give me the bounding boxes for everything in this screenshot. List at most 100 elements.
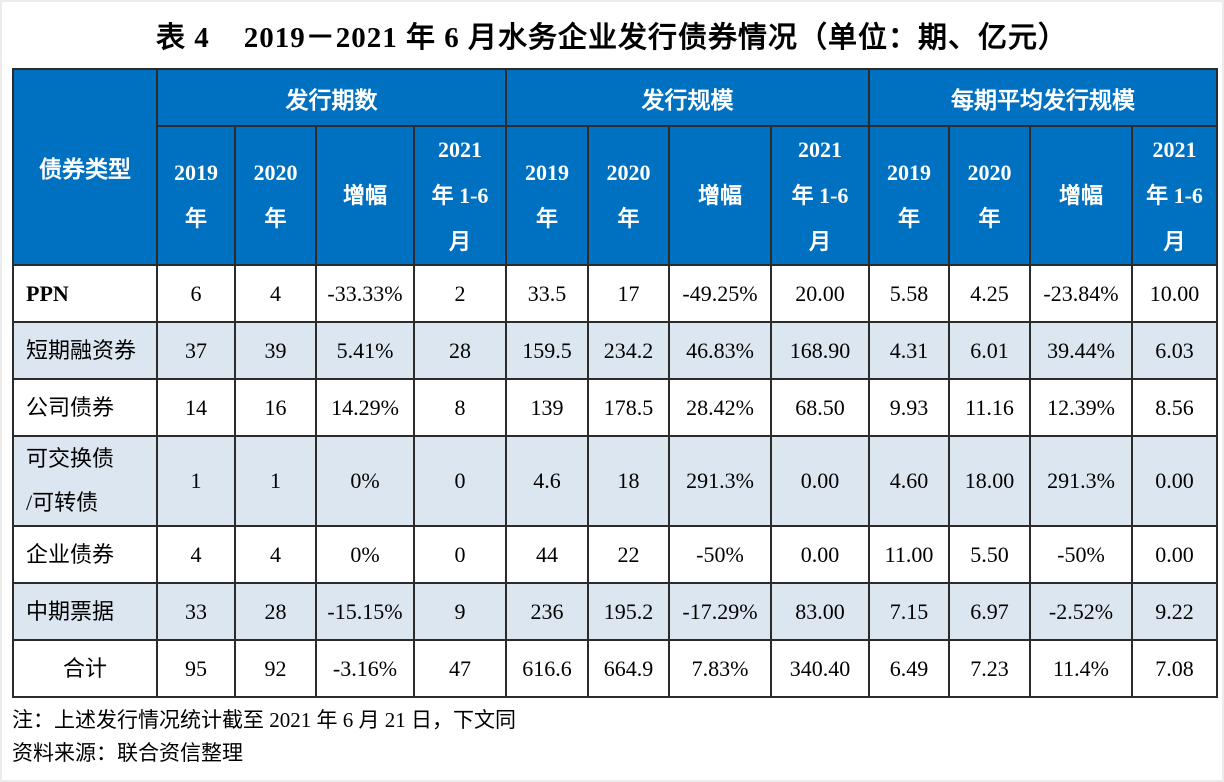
cell-value: 33 (156, 582, 236, 642)
footnote-statistics-cutoff: 注：上述发行情况统计截至 2021 年 6 月 21 日，下文同 (12, 708, 516, 733)
cell-value: 9 (413, 582, 507, 642)
cell-value: 20.00 (770, 264, 870, 324)
cell-value: 12.39% (1029, 378, 1133, 438)
cell-value: 14.29% (315, 378, 415, 438)
cell-value: 39.44% (1029, 321, 1133, 381)
col-header-2020: 2020 年 (587, 124, 670, 267)
row-label: 可交换债 /可转债 (12, 435, 158, 528)
cell-value: 4.31 (868, 321, 950, 381)
header-group-row: 债券类型 发行期数 发行规模 每期平均发行规模 (12, 67, 1218, 267)
table-row: PPN 6 4 -33.33% 2 33.5 17 -49.25% 20.00 5.58 4.25… (12, 264, 1218, 324)
col-header-2020: 2020 年 (948, 124, 1031, 267)
table-body: PPN 6 4 -33.33% 2 33.5 17 -49.25% 20.00 5.58 4.25… (12, 264, 1218, 699)
row-label: 公司债券 (12, 378, 158, 438)
table-row: 公司债券 14 16 14.29% 8 139 178.5 28.42% 68.50 9.93 1… (12, 378, 1218, 438)
table-row: 合计 95 92 -3.16% 47 616.6 664.9 7.83% 340.40 6.49… (12, 639, 1218, 699)
cell-value: 0 (413, 525, 507, 585)
cell-value: 9.93 (868, 378, 950, 438)
cell-value: 4 (156, 525, 236, 585)
cell-value: 664.9 (587, 639, 670, 699)
col-header-growth: 增幅 (315, 124, 415, 267)
col-header-2020: 2020 年 (234, 124, 317, 267)
cell-value: 8.56 (1131, 378, 1218, 438)
cell-value: 28.42% (668, 378, 772, 438)
cell-value: 195.2 (587, 582, 670, 642)
cell-value: 0 (413, 435, 507, 528)
table-title-text: 2019－2021 年 6 月水务企业发行债券情况（单位：期、亿元） (243, 22, 1069, 54)
cell-value: 68.50 (770, 378, 870, 438)
row-label: PPN (12, 264, 158, 324)
cell-value: 47 (413, 639, 507, 699)
cell-value: 39 (234, 321, 317, 381)
cell-value: 234.2 (587, 321, 670, 381)
cell-value: 236 (505, 582, 589, 642)
cell-value: 616.6 (505, 639, 589, 699)
table-header: 债券类型 发行期数 发行规模 每期平均发行规模 2019 年 2020 年 增幅… (12, 67, 1218, 267)
cell-value: -50% (1029, 525, 1133, 585)
cell-value: 4.6 (505, 435, 589, 528)
cell-value: 168.90 (770, 321, 870, 381)
cell-value: 28 (234, 582, 317, 642)
cell-value: 7.15 (868, 582, 950, 642)
document-page: 表 4 2019－2021 年 6 月水务企业发行债券情况（单位：期、亿元） 债券… (2, 2, 1222, 769)
cell-value: -23.84% (1029, 264, 1133, 324)
cell-value: 10.00 (1131, 264, 1218, 324)
cell-value: -17.29% (668, 582, 772, 642)
col-group-issue-count: 发行期数 (156, 68, 507, 127)
cell-value: -33.33% (315, 264, 415, 324)
cell-value: 5.58 (868, 264, 950, 324)
cell-value: 0.00 (770, 435, 870, 528)
cell-value: 178.5 (587, 378, 670, 438)
cell-value: -2.52% (1029, 582, 1133, 642)
cell-value: 14 (156, 378, 236, 438)
cell-value: 6 (156, 264, 236, 324)
cell-value: -49.25% (668, 264, 772, 324)
cell-value: 33.5 (505, 264, 589, 324)
cell-value: 291.3% (1029, 435, 1133, 528)
footnotes: 注：上述发行情况统计截至 2021 年 6 月 21 日，下文同 资料来源：联合… (12, 704, 1212, 769)
table-row: 中期票据 33 28 -15.15% 9 236 195.2 -17.29% 83.00 7.1… (12, 582, 1218, 642)
cell-value: 28 (413, 321, 507, 381)
cell-value: 291.3% (668, 435, 772, 528)
row-label: 合计 (12, 639, 158, 699)
cell-value: 4 (234, 264, 317, 324)
cell-value: 37 (156, 321, 236, 381)
cell-value: 340.40 (770, 639, 870, 699)
cell-value: 18 (587, 435, 670, 528)
table-title: 表 4 2019－2021 年 6 月水务企业发行债券情况（单位：期、亿元） (12, 10, 1212, 68)
header-sub-row: 2019 年 2020 年 增幅 2021 年 1-6 月 2019 年 202… (13, 124, 1218, 267)
cell-value: 11.4% (1029, 639, 1133, 699)
cell-value: 6.97 (948, 582, 1031, 642)
cell-value: 22 (587, 525, 670, 585)
row-label: 中期票据 (12, 582, 158, 642)
cell-value: -50% (668, 525, 772, 585)
cell-value: 6.03 (1131, 321, 1218, 381)
cell-value: 139 (505, 378, 589, 438)
row-label: 企业债券 (12, 525, 158, 585)
cell-value: 1 (156, 435, 236, 528)
cell-value: 1 (234, 435, 317, 528)
cell-value: 0.00 (770, 525, 870, 585)
table-row: 企业债券 4 4 0% 0 44 22 -50% 0.00 11.00 5.50 -50% 0.00 (12, 525, 1218, 585)
col-header-2021h1: 2021 年 1-6 月 (1131, 124, 1218, 267)
cell-value: 92 (234, 639, 317, 699)
cell-value: 5.50 (948, 525, 1031, 585)
col-header-2021h1: 2021 年 1-6 月 (413, 124, 507, 267)
cell-value: 11.00 (868, 525, 950, 585)
cell-value: 4.25 (948, 264, 1031, 324)
col-header-growth: 增幅 (668, 124, 772, 267)
cell-value: 5.41% (315, 321, 415, 381)
cell-value: 0% (315, 525, 415, 585)
cell-value: 7.83% (668, 639, 772, 699)
cell-value: 9.22 (1131, 582, 1218, 642)
cell-value: 159.5 (505, 321, 589, 381)
cell-value: 0% (315, 435, 415, 528)
col-header-bond-type: 债券类型 (12, 67, 158, 267)
col-header-growth: 增幅 (1029, 124, 1133, 267)
col-header-2019: 2019 年 (868, 124, 950, 267)
cell-value: 11.16 (948, 378, 1031, 438)
cell-value: 4.60 (868, 435, 950, 528)
cell-value: 44 (505, 525, 589, 585)
table-number-label: 表 4 (155, 22, 210, 54)
col-group-issue-scale: 发行规模 (505, 68, 870, 127)
